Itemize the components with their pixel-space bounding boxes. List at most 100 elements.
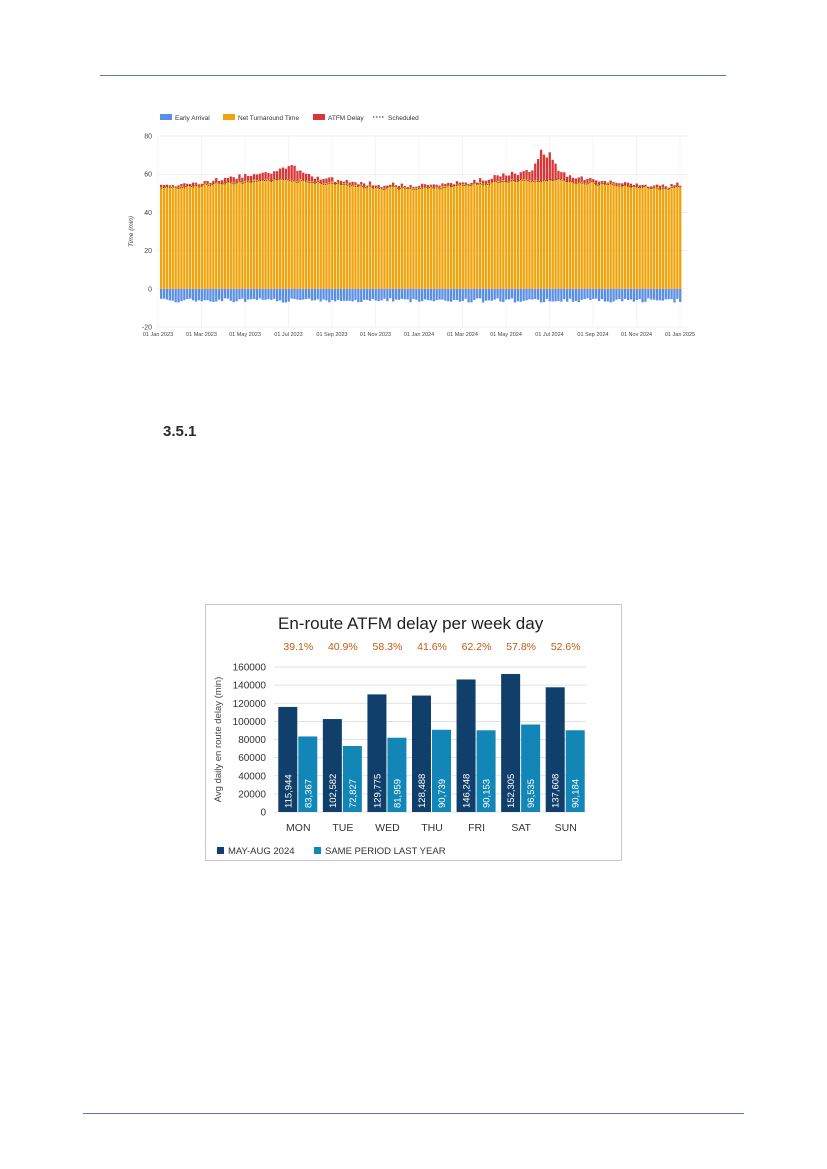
bar-current <box>322 719 342 812</box>
y-tick-label: 80000 <box>238 735 266 746</box>
x-tick-label: 01 Jan 2023 <box>143 332 173 338</box>
bar-net-turnaround <box>325 183 328 289</box>
bar-net-turnaround <box>194 184 198 289</box>
bar-atfm-delay <box>551 159 554 181</box>
bar-net-turnaround <box>522 179 525 289</box>
bar-net-turnaround <box>568 181 572 289</box>
bar-atfm-delay <box>534 163 537 181</box>
bar-net-turnaround <box>334 183 337 289</box>
bar-atfm-delay <box>589 178 592 182</box>
bar-atfm-delay <box>609 180 612 184</box>
category-label: FRI <box>468 822 485 834</box>
bar-early-arrival <box>534 288 537 300</box>
bar-net-turnaround <box>281 179 285 289</box>
bar-net-turnaround <box>595 184 598 289</box>
bar-early-arrival <box>368 288 372 301</box>
bar-atfm-delay <box>513 173 517 181</box>
bar-atfm-delay <box>209 182 212 185</box>
bar-early-arrival <box>502 288 505 303</box>
bar-net-turnaround <box>432 187 435 289</box>
bar-early-arrival <box>348 288 351 301</box>
percent-label: 57.8% <box>506 641 536 653</box>
bar-net-turnaround <box>644 185 647 289</box>
bar-atfm-delay <box>418 185 421 188</box>
bar-early-arrival <box>574 288 578 301</box>
legend-label: Net Turnaround Time <box>238 115 299 122</box>
bar-last-year <box>342 746 362 812</box>
bar-net-turnaround <box>209 184 212 289</box>
bar-net-turnaround <box>389 186 392 289</box>
bar-early-arrival <box>542 288 546 303</box>
bar-early-arrival <box>461 288 464 301</box>
bar-net-turnaround <box>513 180 517 289</box>
bar-current <box>278 706 298 812</box>
bar-early-arrival <box>186 288 189 299</box>
series-net-turnaround-time <box>160 178 682 289</box>
bar-early-arrival <box>493 288 496 300</box>
bar-atfm-delay <box>571 177 575 183</box>
bar-atfm-delay <box>479 178 482 182</box>
bar-early-arrival <box>664 288 667 300</box>
bar-net-turnaround <box>635 186 638 289</box>
bar-early-arrival <box>336 288 340 300</box>
bar-atfm-delay <box>310 176 314 182</box>
bar-net-turnaround <box>490 182 493 289</box>
bar-atfm-delay <box>537 158 540 181</box>
bar-net-turnaround <box>461 184 464 289</box>
category-label: WED <box>375 822 400 834</box>
bar-early-arrival <box>525 288 528 301</box>
bar-early-arrival <box>229 288 232 301</box>
bar-last-year <box>521 724 541 812</box>
bar-atfm-delay <box>629 183 633 188</box>
bar-atfm-delay <box>218 180 221 183</box>
bar-net-turnaround <box>597 184 601 289</box>
bar-early-arrival <box>183 288 186 301</box>
bar-early-arrival <box>244 288 247 302</box>
bar-early-arrival <box>374 288 377 301</box>
bar-net-turnaround <box>603 184 607 289</box>
bar-net-turnaround <box>464 184 467 289</box>
bar-net-turnaround <box>664 188 667 289</box>
bar-net-turnaround <box>357 186 360 289</box>
bar-net-turnaround <box>339 184 343 289</box>
bar-early-arrival <box>191 288 195 301</box>
bar-early-arrival <box>177 288 180 303</box>
bar-early-arrival <box>258 288 261 299</box>
bar-early-arrival <box>200 288 203 302</box>
bar-net-turnaround <box>679 186 682 289</box>
bar-atfm-delay <box>502 173 505 181</box>
bar-net-turnaround <box>206 184 209 289</box>
bar-early-arrival <box>171 288 174 301</box>
bar-net-turnaround <box>505 181 508 289</box>
bar-net-turnaround <box>600 182 604 289</box>
bar-atfm-delay <box>528 171 531 181</box>
bar-atfm-delay <box>664 186 667 189</box>
bar-atfm-delay <box>653 185 656 187</box>
x-tick-label: 01 May 2024 <box>490 332 522 338</box>
bar-net-turnaround <box>400 186 404 289</box>
bar-value-label: 129,775 <box>372 774 383 808</box>
bar-early-arrival <box>206 288 209 301</box>
legend-label: Early Arrival <box>175 115 210 122</box>
bar-atfm-delay <box>212 180 215 185</box>
bar-early-arrival <box>296 288 299 300</box>
bar-net-turnaround <box>551 180 554 289</box>
bar-atfm-delay <box>624 182 627 186</box>
y-tick-label: 140000 <box>233 681 267 692</box>
bar-early-arrival <box>629 288 633 300</box>
x-tick-label: 01 Sep 2023 <box>316 332 347 338</box>
bar-early-arrival <box>516 288 520 302</box>
bar-net-turnaround <box>583 183 586 289</box>
bar-early-arrival <box>290 288 293 299</box>
bar-early-arrival <box>609 288 612 303</box>
bar-net-turnaround <box>296 181 299 289</box>
bar-net-turnaround <box>287 179 290 289</box>
bar-atfm-delay <box>603 180 607 185</box>
bar-net-turnaround <box>537 180 540 289</box>
bar-atfm-delay <box>357 184 360 187</box>
bar-early-arrival <box>310 288 314 301</box>
bar-early-arrival <box>325 288 328 301</box>
bar-atfm-delay <box>568 175 572 182</box>
bar-net-turnaround <box>345 183 348 289</box>
bar-atfm-delay <box>197 184 201 186</box>
